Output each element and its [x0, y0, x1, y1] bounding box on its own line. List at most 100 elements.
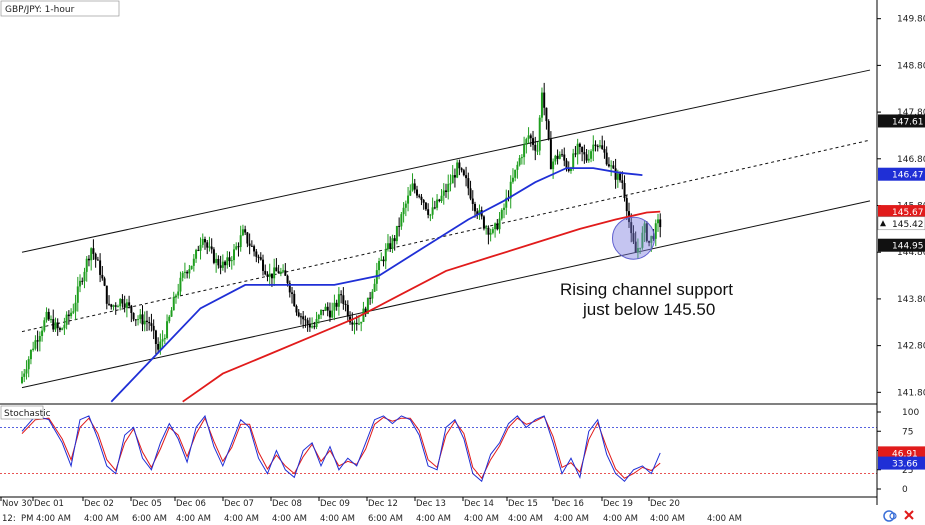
candle-body	[63, 324, 66, 329]
candle-body	[574, 153, 577, 155]
candle-body	[25, 369, 28, 374]
candle-body	[266, 274, 269, 277]
stochastic-title-box	[0, 405, 44, 420]
candle-body	[70, 312, 73, 317]
candle-body	[32, 348, 35, 351]
price-label-box	[877, 216, 925, 231]
candle-body	[212, 249, 215, 263]
candle-body	[355, 322, 358, 325]
candle-body	[116, 306, 119, 308]
candle-body	[556, 155, 559, 159]
candle-body	[210, 246, 213, 250]
candle-body	[478, 210, 481, 215]
candle-body	[487, 227, 490, 235]
candle-body	[34, 340, 37, 349]
candle-body	[72, 311, 75, 313]
candle-body	[250, 245, 253, 247]
toolbar-icons	[883, 510, 914, 522]
candle-body	[402, 207, 405, 215]
candle-body	[540, 92, 543, 118]
candle-body	[224, 261, 227, 266]
candle-body	[451, 175, 454, 184]
candle-body	[567, 167, 570, 171]
candle-body	[373, 283, 376, 292]
candle-body	[161, 339, 164, 342]
close-icon[interactable]	[904, 510, 914, 520]
candle-body	[409, 190, 412, 196]
candle-body	[427, 209, 430, 215]
date-tick-label: Dec 20	[650, 499, 680, 509]
candle-body	[634, 241, 637, 253]
candle-body	[103, 278, 106, 286]
candle-body	[554, 155, 557, 162]
candle-body	[79, 280, 82, 287]
candle-body	[547, 121, 550, 140]
stochastic-tick-label: 100	[902, 408, 919, 418]
candle-body	[469, 188, 472, 199]
candle-body	[306, 320, 309, 324]
date-tick-label: Dec 13	[416, 499, 446, 509]
stochastic-d-line	[21, 415, 661, 480]
candle-body	[105, 285, 108, 304]
candle-body	[538, 117, 541, 151]
candle-body	[411, 183, 414, 191]
candle-body	[297, 312, 300, 317]
candle-body	[268, 273, 271, 277]
price-label: 144.95	[892, 242, 924, 252]
candle-body	[398, 225, 401, 227]
price-label-box	[878, 114, 925, 128]
candle-body	[654, 223, 657, 239]
candle-body	[288, 283, 291, 293]
candle-body	[496, 223, 499, 230]
candle-body	[386, 243, 389, 250]
candle-body	[203, 239, 206, 243]
candle-body	[404, 203, 407, 208]
candle-body	[221, 261, 224, 268]
candle-body	[576, 143, 579, 155]
candle-body	[246, 232, 249, 244]
candle-body	[27, 359, 30, 370]
candle-body	[465, 175, 468, 179]
candle-body	[650, 235, 653, 243]
candle-body	[145, 320, 148, 322]
candle-body	[364, 308, 367, 314]
candle-body	[578, 143, 581, 147]
candle-body	[130, 305, 133, 314]
candle-body	[188, 269, 191, 274]
candle-body	[498, 218, 501, 230]
price-label: 146.47	[892, 171, 924, 181]
price-label-box	[878, 238, 925, 252]
sync-icon[interactable]	[883, 510, 897, 522]
candle-body	[418, 195, 421, 197]
candle-body	[565, 160, 568, 168]
candle-body	[61, 328, 64, 330]
stochastic-pane	[0, 414, 877, 483]
candle-body	[616, 173, 619, 180]
candle-body	[172, 297, 175, 311]
candle-body	[324, 306, 327, 311]
candle-body	[342, 295, 345, 304]
price-tick-label: 142.80	[897, 342, 925, 352]
candle-body	[219, 265, 222, 268]
candle-body	[333, 302, 336, 311]
candle-body	[255, 251, 258, 257]
candle-body	[299, 316, 302, 318]
annotation-line-1: Rising channel support	[560, 280, 733, 299]
candle-body	[143, 320, 146, 325]
candle-body	[166, 321, 169, 339]
time-tick-label: 4:00 AM	[320, 514, 355, 524]
candle-body	[328, 310, 331, 318]
candle-body	[596, 145, 599, 147]
date-tick-label: Dec 12	[368, 499, 398, 509]
candle-body	[326, 306, 329, 311]
candle-body	[353, 322, 356, 325]
candle-body	[639, 247, 642, 249]
candle-body	[85, 258, 88, 272]
date-tick-label: Dec 08	[272, 499, 302, 509]
candle-body	[340, 294, 343, 296]
candle-body	[503, 207, 506, 210]
candle-body	[273, 267, 276, 279]
candle-body	[92, 248, 95, 254]
candle-body	[558, 154, 561, 159]
